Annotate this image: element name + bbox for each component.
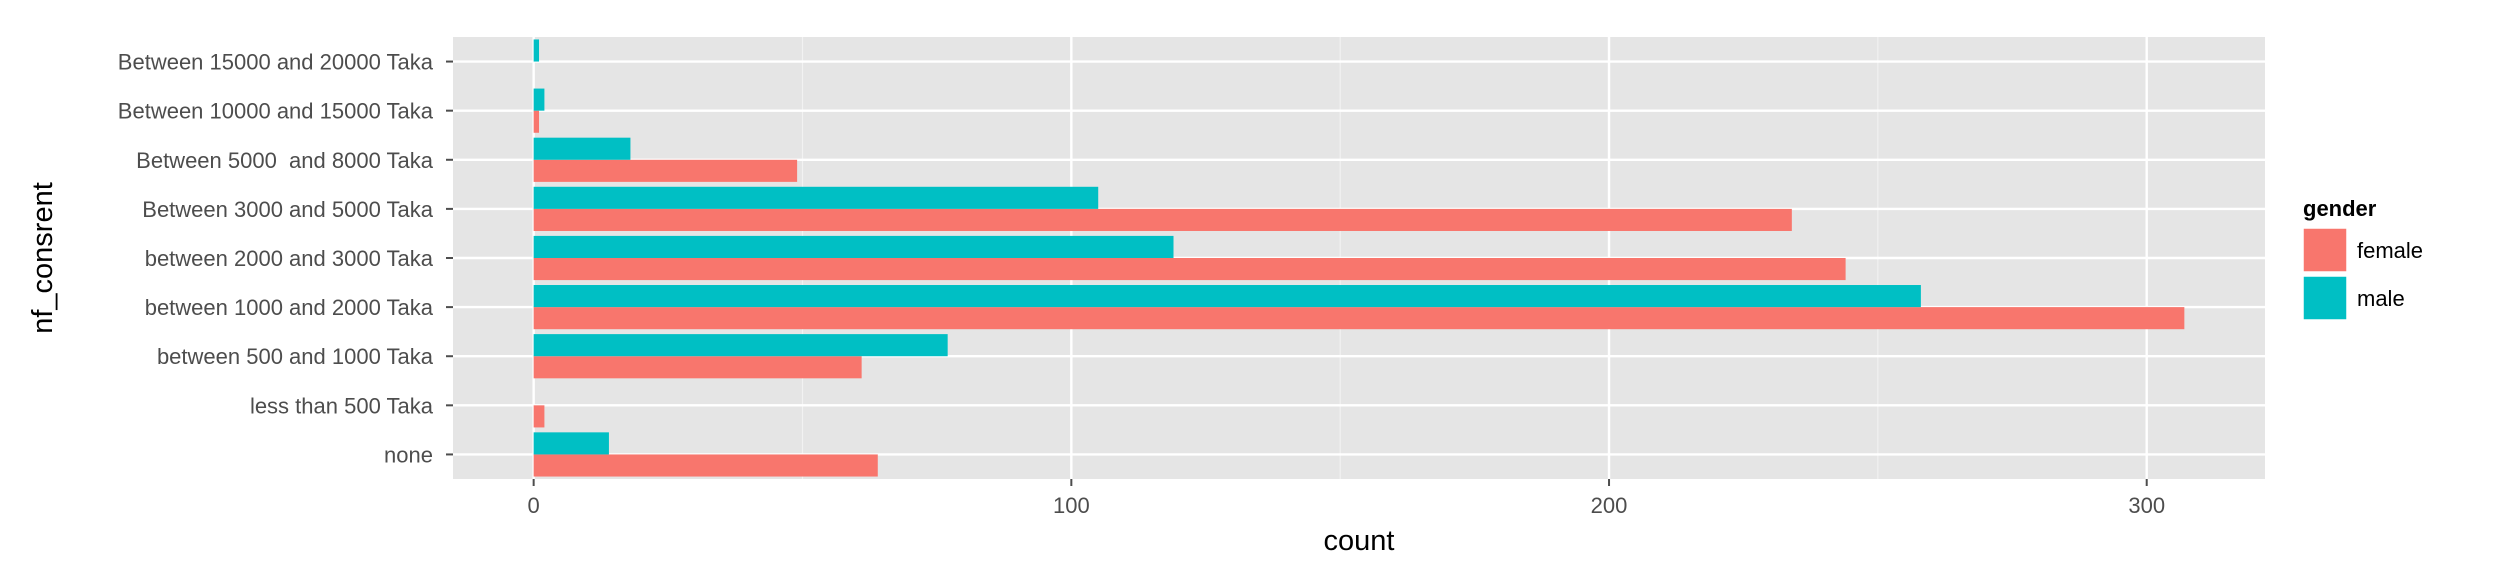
y-tick-label: Between 3000 and 5000 Taka [142, 197, 433, 222]
bar-female [533, 110, 540, 133]
bar-male [533, 39, 540, 62]
y-tick-label: Between 10000 and 15000 Taka [118, 99, 434, 124]
x-axis-title: count [1324, 525, 1395, 557]
bar-female [533, 454, 878, 477]
y-axis-title: nf_consrent [27, 182, 59, 334]
y-axis: none less than 500 Taka between 500 and 10… [118, 50, 453, 467]
legend-items: female male [2302, 227, 2423, 321]
bar-male [533, 137, 631, 160]
bar-female [533, 307, 2185, 330]
x-tick-label: 100 [1053, 493, 1090, 518]
legend-label-male: male [2357, 286, 2405, 311]
legend-title: gender [2303, 196, 2377, 221]
bar-female [533, 208, 1792, 231]
y-tick-label: Between 5000 and 8000 Taka [136, 148, 434, 173]
legend: gender female male [2302, 196, 2423, 321]
legend-key-male [2302, 275, 2348, 321]
legend-label-female: female [2357, 238, 2423, 263]
bar-male [533, 186, 1099, 209]
y-tick-label: between 1000 and 2000 Taka [145, 295, 434, 320]
bar-male [533, 285, 1921, 308]
x-tick-label: 0 [528, 493, 540, 518]
bar-male [533, 88, 545, 111]
y-tick-label: Between 15000 and 20000 Taka [118, 50, 434, 75]
bar-male [533, 235, 1174, 258]
bar-female [533, 405, 545, 428]
legend-key-female [2302, 227, 2348, 273]
bar-female [533, 356, 862, 379]
bar-female [533, 258, 1846, 281]
bar-female [533, 159, 798, 182]
x-tick-label: 300 [2128, 493, 2165, 518]
y-tick-label: none [384, 442, 433, 467]
bars [533, 39, 2185, 477]
y-tick-label: between 2000 and 3000 Taka [145, 246, 434, 271]
y-tick-label: less than 500 Taka [250, 393, 434, 418]
x-axis: 0 100 200 300 [528, 479, 2165, 518]
bar-male [533, 432, 609, 455]
bar-male [533, 334, 948, 357]
x-tick-label: 200 [1591, 493, 1628, 518]
y-tick-label: between 500 and 1000 Taka [157, 344, 434, 369]
